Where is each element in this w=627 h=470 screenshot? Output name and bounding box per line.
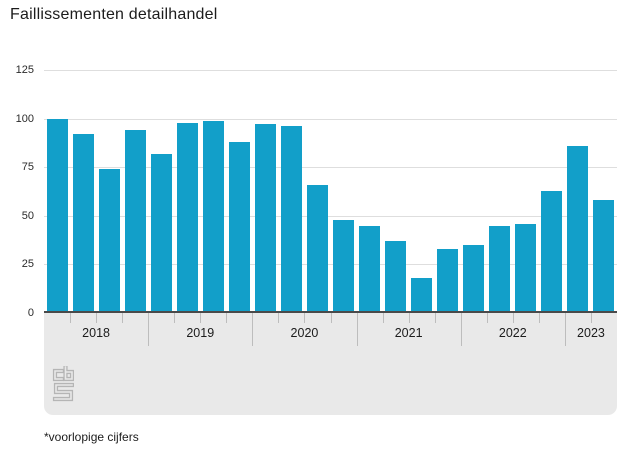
quarter-tick bbox=[226, 313, 228, 323]
quarter-tick bbox=[382, 313, 384, 323]
bar bbox=[306, 184, 328, 313]
bar bbox=[567, 145, 589, 313]
quarter-tick bbox=[304, 313, 306, 323]
gridline-125 bbox=[44, 70, 617, 71]
gridline-100 bbox=[44, 118, 617, 120]
bar bbox=[46, 118, 68, 313]
quarter-tick bbox=[590, 313, 592, 323]
y-axis-label-50: 50 bbox=[21, 209, 34, 222]
quarter-tick bbox=[330, 313, 332, 323]
bar bbox=[411, 278, 433, 313]
gridline-50 bbox=[44, 215, 617, 217]
quarter-tick bbox=[70, 313, 72, 323]
bar bbox=[437, 248, 459, 313]
quarter-tick bbox=[486, 313, 488, 323]
year-label-2023: 2023 bbox=[577, 326, 605, 340]
year-label-2020: 2020 bbox=[290, 326, 319, 340]
bar bbox=[333, 219, 355, 313]
quarter-tick bbox=[278, 313, 280, 323]
bar bbox=[541, 190, 563, 313]
year-label-2021: 2021 bbox=[394, 326, 423, 340]
quarter-tick bbox=[512, 313, 514, 323]
quarter-tick bbox=[200, 313, 202, 323]
quarter-tick bbox=[174, 313, 176, 323]
y-axis-label-125: 125 bbox=[15, 64, 34, 76]
bar bbox=[463, 244, 485, 313]
year-separator bbox=[252, 313, 254, 346]
bar bbox=[176, 122, 198, 313]
y-axis-label-0: 0 bbox=[27, 307, 34, 319]
cbs-logo bbox=[52, 364, 75, 408]
quarter-tick bbox=[434, 313, 436, 323]
year-label-2022: 2022 bbox=[498, 326, 527, 340]
bar bbox=[489, 225, 511, 313]
year-label-2018: 2018 bbox=[82, 326, 110, 340]
gridline-75 bbox=[44, 167, 617, 169]
y-axis: 0 25 50 75 100 125 bbox=[0, 64, 34, 319]
year-separator bbox=[148, 313, 150, 346]
bar bbox=[593, 200, 615, 313]
quarter-tick bbox=[538, 313, 540, 323]
bar bbox=[202, 120, 224, 313]
bar bbox=[280, 126, 302, 313]
gridline-25 bbox=[44, 264, 617, 266]
plot-area bbox=[44, 70, 617, 313]
quarter-tick bbox=[122, 313, 124, 323]
bar bbox=[359, 225, 381, 313]
year-separator bbox=[356, 313, 358, 346]
x-axis-baseline bbox=[44, 311, 617, 313]
year-label-2019: 2019 bbox=[186, 326, 215, 340]
bar bbox=[385, 241, 407, 313]
year-separator bbox=[460, 313, 462, 346]
bar bbox=[124, 130, 146, 313]
cbs-logo-glyph bbox=[52, 364, 75, 402]
quarter-tick bbox=[96, 313, 98, 323]
bar bbox=[72, 134, 94, 313]
bar bbox=[150, 153, 172, 313]
bar bbox=[228, 141, 250, 313]
y-axis-label-75: 75 bbox=[21, 161, 34, 174]
quarter-tick bbox=[408, 313, 410, 323]
year-separator bbox=[564, 313, 566, 346]
y-axis-label-100: 100 bbox=[15, 112, 34, 125]
chart-title: Faillissementen detailhandel bbox=[10, 6, 218, 23]
bar bbox=[254, 124, 276, 313]
y-axis-label-25: 25 bbox=[21, 258, 34, 271]
x-axis-band: 2018 2019 2020 2021 2022 2023 bbox=[44, 313, 617, 415]
bar bbox=[98, 169, 120, 313]
bar bbox=[515, 223, 537, 313]
footnote: *voorlopige cijfers bbox=[44, 430, 139, 444]
